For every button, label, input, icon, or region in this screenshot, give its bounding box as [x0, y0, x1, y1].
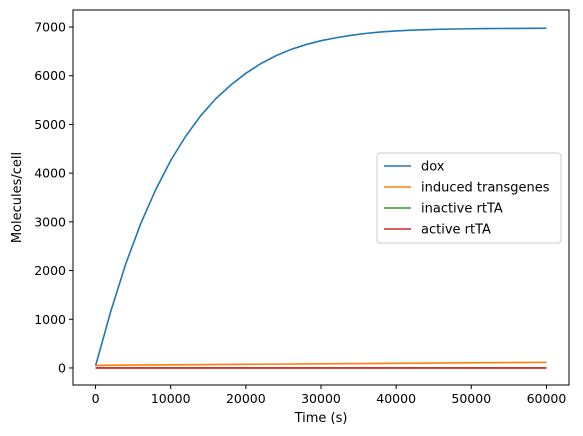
y-tick-label: 5000: [34, 117, 66, 132]
legend-entry-label: inactive rtTA: [421, 202, 503, 217]
y-tick-label: 4000: [34, 166, 66, 181]
x-tick-label: 10000: [151, 391, 191, 406]
y-axis: 0 1000 2000 3000 4000 5000 6000 7000: [34, 20, 73, 375]
x-tick-label: 50000: [451, 391, 491, 406]
legend: dox induced transgenes inactive rtTA active…: [376, 152, 562, 244]
x-tick-label: 60000: [527, 391, 567, 406]
x-tick-label: 0: [92, 391, 100, 406]
legend-entry-label: active rtTA: [421, 223, 491, 238]
x-axis-label: Time (s): [294, 411, 348, 426]
x-tick-label: 30000: [301, 391, 341, 406]
y-tick-label: 3000: [34, 214, 66, 229]
y-tick-label: 1000: [34, 312, 66, 327]
series-layer: [94, 27, 547, 369]
x-tick-label: 20000: [226, 391, 266, 406]
x-axis: 0 10000 20000 30000 40000 50000 60000: [92, 385, 567, 406]
y-tick-label: 6000: [34, 68, 66, 83]
y-axis-label: Molecules/cell: [10, 152, 25, 243]
y-tick-label: 7000: [34, 20, 66, 35]
legend-box: [376, 152, 562, 244]
x-tick-label: 40000: [376, 391, 416, 406]
y-tick-label: 0: [58, 360, 66, 375]
series-line-dox: [94, 27, 547, 367]
legend-entry-label: dox: [421, 160, 445, 175]
y-tick-label: 2000: [34, 263, 66, 278]
legend-entry-label: induced transgenes: [421, 181, 550, 196]
series-line-induced-transgenes: [95, 361, 547, 367]
